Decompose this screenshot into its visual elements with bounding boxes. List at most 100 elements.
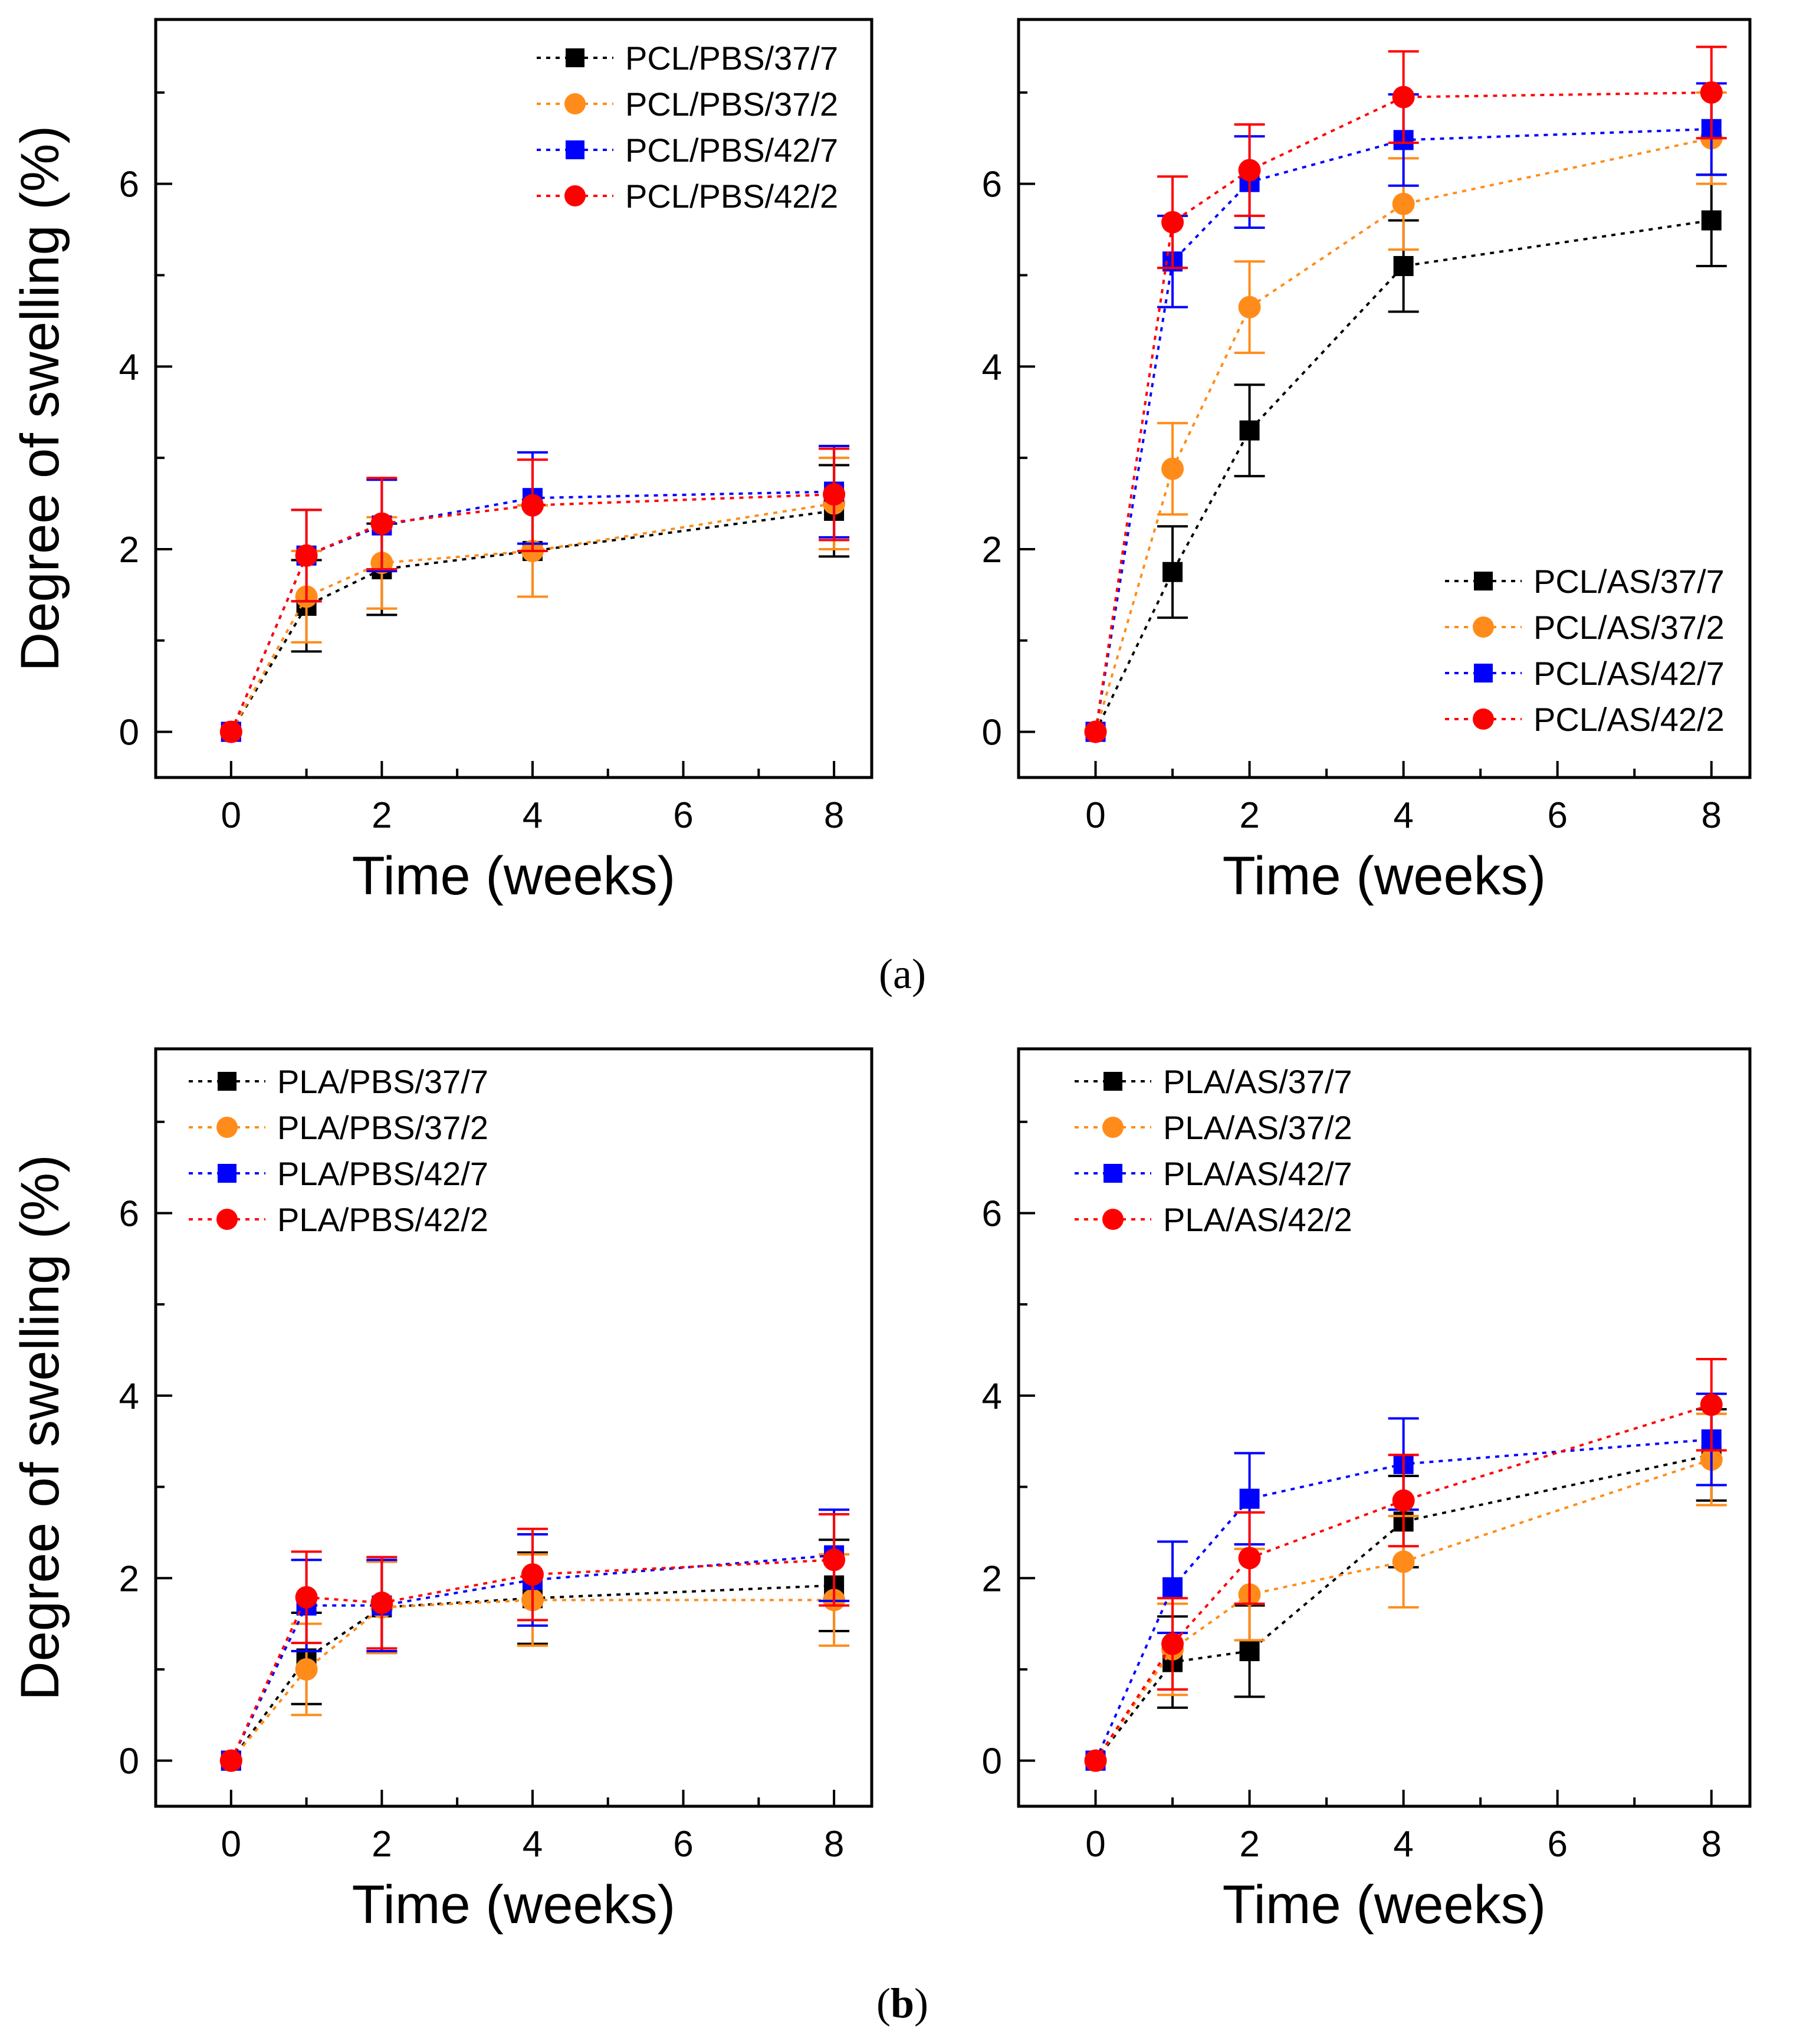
panel-label-b-letter: b (890, 1980, 915, 2027)
legend-marker (1104, 1164, 1122, 1183)
x-tick-label: 4 (523, 1824, 543, 1865)
legend-label: PLA/PBS/42/2 (277, 1201, 488, 1238)
x-tick-label: 0 (221, 1824, 241, 1865)
legend-marker (1102, 1117, 1124, 1138)
legend-marker (1473, 708, 1494, 730)
data-point (295, 1586, 318, 1609)
x-tick-label: 8 (824, 795, 844, 836)
legend-label: PCL/PBS/42/7 (625, 132, 838, 169)
y-tick-label: 0 (119, 713, 139, 753)
x-tick-label: 8 (824, 1824, 844, 1865)
panel-label-a: (a) (870, 950, 935, 999)
legend-marker (216, 1117, 238, 1138)
x-axis-label: Time (weeks) (1223, 846, 1546, 906)
data-point (1161, 457, 1184, 480)
data-point (521, 1563, 544, 1586)
legend-marker (1102, 1209, 1124, 1230)
y-tick-label: 4 (119, 347, 139, 388)
legend-marker (1104, 1072, 1122, 1091)
data-point (1084, 720, 1107, 743)
x-tick-label: 0 (1085, 1824, 1105, 1865)
panel-label-b-open: ( (876, 1980, 891, 2027)
data-point (1392, 1550, 1415, 1573)
x-axis-label: Time (weeks) (352, 846, 676, 906)
data-point (370, 1592, 393, 1615)
legend-marker (566, 140, 584, 159)
panel-label-a-close: ) (911, 950, 926, 998)
legend: PLA/AS/37/7 PLA/AS/37/2 PLA/AS/42/7 PLA/AS/… (1075, 1063, 1352, 1238)
x-tick-label: 8 (1701, 795, 1721, 836)
legend-marker (1474, 664, 1493, 683)
data-point (1393, 256, 1414, 277)
legend-label: PLA/PBS/37/2 (277, 1109, 488, 1146)
data-point (219, 720, 242, 743)
panel-label-b-close: ) (914, 1980, 928, 2027)
x-tick-label: 4 (1393, 1824, 1413, 1865)
x-tick-label: 6 (673, 1824, 693, 1865)
data-point (1238, 159, 1261, 182)
legend-label: PLA/PBS/42/7 (277, 1155, 488, 1192)
x-tick-label: 2 (1239, 1824, 1259, 1865)
y-tick-label: 4 (982, 347, 1002, 388)
data-point (1701, 210, 1722, 231)
x-tick-label: 4 (1393, 795, 1413, 836)
legend: PCL/PBS/37/7 PCL/PBS/37/2 PCL/PBS/42/7 PCL/… (537, 40, 838, 215)
y-tick-label: 0 (119, 1741, 139, 1782)
chart-0: 0 2 4 6 8 0 2 4 6 Time (weeks) Degree of swelling … (10, 18, 873, 906)
data-point (219, 1749, 242, 1772)
plot-frame (154, 18, 873, 779)
data-point (1392, 86, 1415, 109)
y-axis-label: Degree of swelling (%) (10, 126, 70, 671)
series-line (1094, 91, 1712, 732)
legend-label: PCL/AS/37/2 (1533, 609, 1725, 646)
data-point (1162, 1577, 1183, 1597)
legend-label: PLA/PBS/37/7 (277, 1063, 488, 1100)
data-point (1161, 1632, 1184, 1655)
data-point (1161, 211, 1184, 234)
y-tick-label: 4 (119, 1376, 139, 1417)
legend-label: PCL/AS/37/7 (1533, 563, 1725, 600)
data-point (370, 512, 393, 535)
y-tick-label: 2 (119, 1559, 139, 1599)
legend: PCL/AS/37/7 PCL/AS/37/2 PCL/AS/42/7 PCL/AS/… (1445, 563, 1725, 738)
data-point (1392, 192, 1415, 215)
x-axis-label: Time (weeks) (1223, 1875, 1546, 1935)
legend-marker (564, 93, 586, 114)
data-point (295, 1658, 318, 1681)
plot-frame (154, 1047, 873, 1808)
x-tick-label: 2 (372, 1824, 392, 1865)
data-point (1084, 1749, 1107, 1772)
y-tick-label: 4 (982, 1376, 1002, 1417)
data-point (1238, 296, 1261, 319)
data-point (1239, 420, 1260, 441)
y-axis-label: Degree of swelling (%) (10, 1154, 70, 1700)
x-tick-label: 6 (673, 795, 693, 836)
plot-frame (1017, 1047, 1752, 1808)
data-point (1392, 1489, 1415, 1512)
plot-frame (1017, 18, 1752, 779)
legend-marker (1474, 572, 1493, 590)
series-PLA/AS/42/7 (1085, 1392, 1727, 1771)
x-tick-label: 2 (372, 795, 392, 836)
x-tick-label: 0 (221, 795, 241, 836)
data-point (1239, 1641, 1260, 1662)
legend-marker (216, 1209, 238, 1230)
legend-label: PCL/PBS/37/7 (625, 40, 838, 77)
data-point (823, 1548, 846, 1571)
x-axis-label: Time (weeks) (352, 1875, 676, 1935)
y-tick-label: 6 (119, 1193, 139, 1234)
data-point (295, 544, 318, 567)
panel-label-a-open: ( (879, 950, 894, 998)
panel-label-a-letter: a (893, 950, 912, 998)
series-PCL/PBS/42/2 (219, 447, 850, 743)
y-tick-label: 6 (982, 1193, 1002, 1234)
series-PLA/AS/42/2 (1084, 1357, 1727, 1772)
data-point (1700, 81, 1723, 104)
y-tick-label: 2 (119, 530, 139, 570)
y-tick-label: 6 (982, 165, 1002, 205)
legend-label: PCL/AS/42/2 (1533, 701, 1725, 738)
